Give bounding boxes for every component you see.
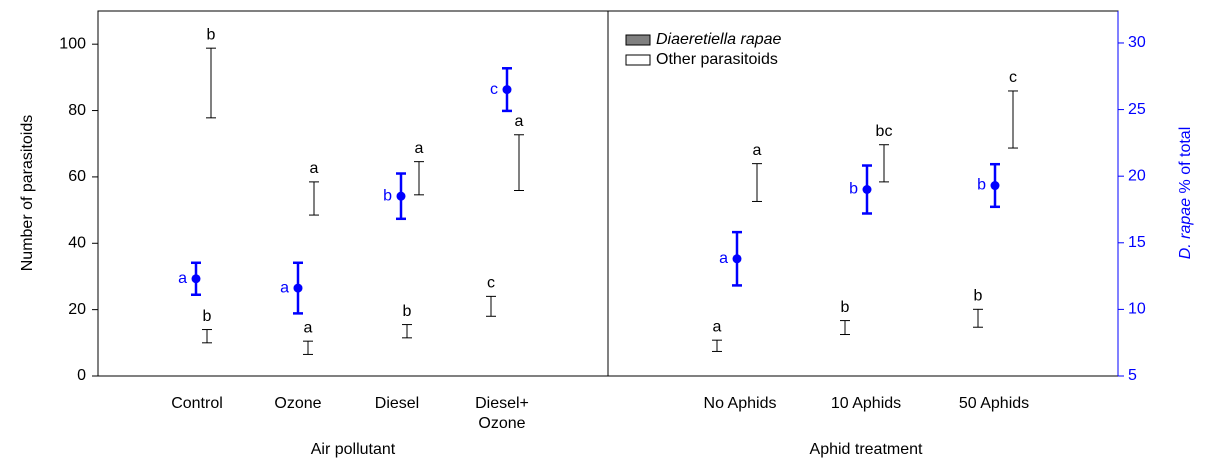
- data-label: b: [403, 303, 412, 320]
- data-label: b: [841, 299, 850, 316]
- data-label: c: [490, 81, 498, 98]
- data-label: b: [203, 308, 212, 325]
- data-label: a: [304, 319, 313, 336]
- legend-label: Diaeretiella rapae: [656, 31, 782, 48]
- y2-axis-label: D. rapae % of total: [1177, 127, 1194, 260]
- data-label: a: [415, 140, 424, 157]
- y-tick-label: 100: [59, 35, 86, 52]
- x-tick-label: Control: [171, 395, 223, 412]
- y2-tick-label: 5: [1128, 367, 1137, 384]
- y2-axis-label-part: % of total: [1177, 127, 1194, 198]
- x-axis-label: Air pollutant: [311, 441, 396, 458]
- y-tick-label: 80: [68, 102, 86, 119]
- data-label: a: [280, 279, 289, 296]
- point: [732, 254, 742, 264]
- point: [293, 283, 303, 293]
- data-label: a: [713, 318, 722, 335]
- y-axis-label: Number of parasitoids: [19, 115, 36, 272]
- data-label: c: [1009, 69, 1017, 86]
- data-label: b: [383, 187, 392, 204]
- data-label: a: [753, 142, 762, 159]
- y-tick-label: 20: [68, 301, 86, 318]
- y2-tick-label: 30: [1128, 34, 1146, 51]
- x-tick-label: 50 Aphids: [959, 395, 1029, 412]
- legend-swatch: [625, 34, 651, 46]
- x-tick-label: No Aphids: [704, 395, 777, 412]
- y2-tick-label: 15: [1128, 234, 1146, 251]
- x-axis-label: Aphid treatment: [810, 441, 924, 458]
- y-tick-label: 0: [77, 367, 86, 384]
- data-label: c: [487, 275, 495, 292]
- y2-tick-label: 20: [1128, 167, 1146, 184]
- point: [502, 85, 512, 95]
- data-label: b: [974, 288, 983, 305]
- data-label: b: [849, 181, 858, 198]
- y-tick-label: 60: [68, 168, 86, 185]
- legend-label: Other parasitoids: [656, 51, 778, 68]
- data-label: b: [977, 177, 986, 194]
- data-label: a: [719, 250, 728, 267]
- data-label: a: [310, 160, 319, 177]
- data-label: a: [178, 270, 187, 287]
- y2-axis-label-part: D. rapae: [1177, 198, 1194, 259]
- y2-tick-label: 25: [1128, 101, 1146, 118]
- data-label: b: [207, 26, 216, 43]
- y2-tick-label: 10: [1128, 301, 1146, 318]
- x-tick-label: 10 Aphids: [831, 395, 901, 412]
- legend-swatch: [625, 54, 651, 66]
- point: [990, 181, 1000, 191]
- point: [191, 274, 201, 284]
- x-tick-label: Diesel+ Ozone: [475, 395, 529, 432]
- x-tick-label: Diesel: [375, 395, 419, 412]
- y-tick-label: 40: [68, 234, 86, 251]
- point: [862, 185, 872, 195]
- point: [396, 191, 406, 201]
- data-label: a: [515, 113, 524, 130]
- data-label: bc: [876, 123, 893, 140]
- x-tick-label: Ozone: [274, 395, 321, 412]
